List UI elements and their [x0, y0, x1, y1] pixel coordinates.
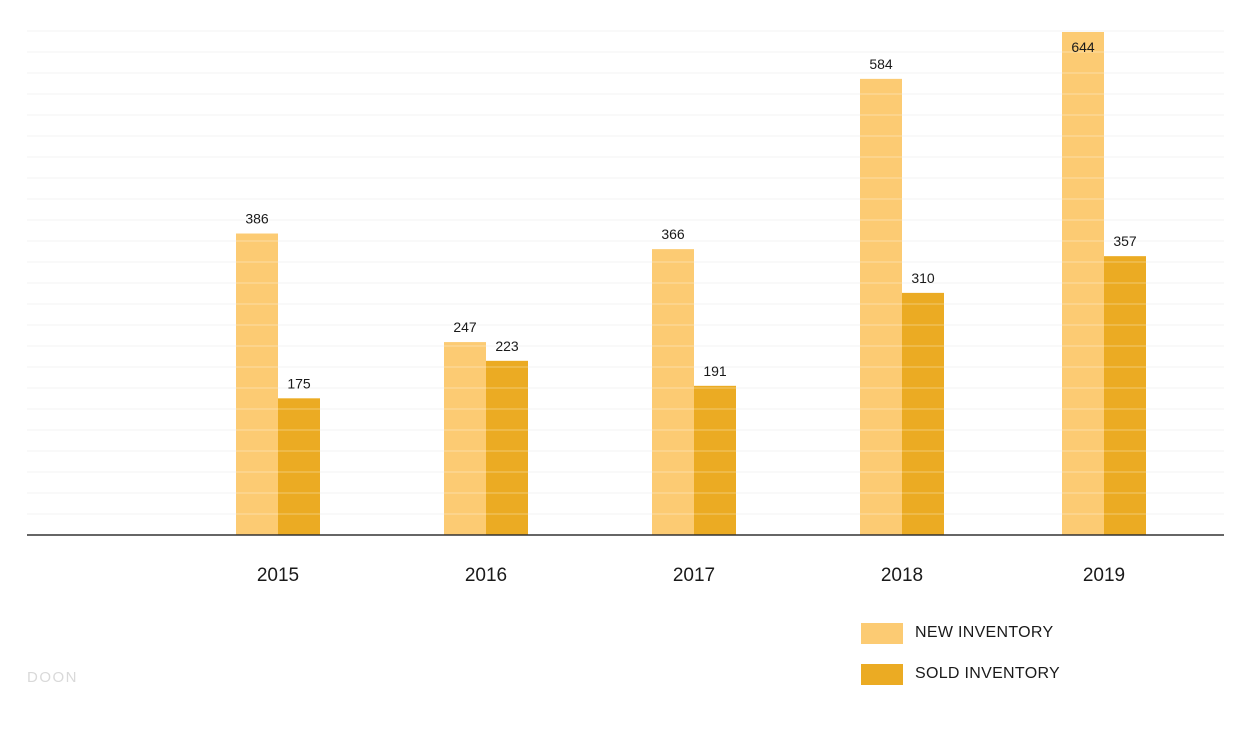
legend-label-sold-inventory: SOLD INVENTORY	[915, 665, 1060, 682]
bar-new-inventory-2017	[652, 249, 694, 535]
gridlines	[27, 30, 1224, 515]
bar-sold-inventory-2018	[902, 292, 944, 535]
category-label-2018: 2018	[881, 565, 923, 586]
value-label-new-inventory-2015: 386	[245, 211, 269, 227]
bar-sold-inventory-2017	[694, 385, 736, 535]
category-label-2016: 2016	[465, 565, 507, 586]
value-label-new-inventory-2017: 366	[661, 226, 685, 242]
legend-swatch-new-inventory	[861, 622, 903, 644]
value-label-new-inventory-2019: 644	[1071, 39, 1095, 55]
value-label-sold-inventory-2015: 175	[287, 375, 311, 391]
bar-new-inventory-2019	[1062, 32, 1104, 535]
value-label-sold-inventory-2019: 357	[1113, 233, 1137, 249]
value-label-sold-inventory-2016: 223	[495, 338, 519, 354]
legend: NEW INVENTORY SOLD INVENTORY	[861, 622, 1060, 704]
bar-new-inventory-2018	[860, 78, 902, 536]
bar-sold-inventory-2019	[1104, 256, 1146, 535]
value-label-new-inventory-2016: 247	[453, 319, 477, 335]
value-labels: 386 175 247 223 366 191 584 310 644 357	[245, 39, 1137, 391]
category-label-2017: 2017	[673, 565, 715, 586]
legend-item-sold-inventory: SOLD INVENTORY	[861, 663, 1060, 685]
bar-sold-inventory-2016	[486, 360, 528, 535]
bar-new-inventory-2016	[444, 342, 486, 535]
bar-sold-inventory-2015	[278, 398, 320, 535]
legend-item-new-inventory: NEW INVENTORY	[861, 622, 1060, 644]
bars	[236, 32, 1146, 536]
bar-new-inventory-2015	[236, 233, 278, 535]
legend-swatch-sold-inventory	[861, 663, 903, 685]
watermark: DOON	[27, 669, 78, 686]
value-label-sold-inventory-2017: 191	[703, 363, 727, 379]
category-label-2019: 2019	[1083, 565, 1125, 586]
category-label-2015: 2015	[257, 565, 299, 586]
value-label-new-inventory-2018: 584	[869, 56, 893, 72]
value-label-sold-inventory-2018: 310	[911, 270, 935, 286]
legend-label-new-inventory: NEW INVENTORY	[915, 624, 1054, 641]
category-labels: 2015 2016 2017 2018 2019	[257, 565, 1125, 586]
